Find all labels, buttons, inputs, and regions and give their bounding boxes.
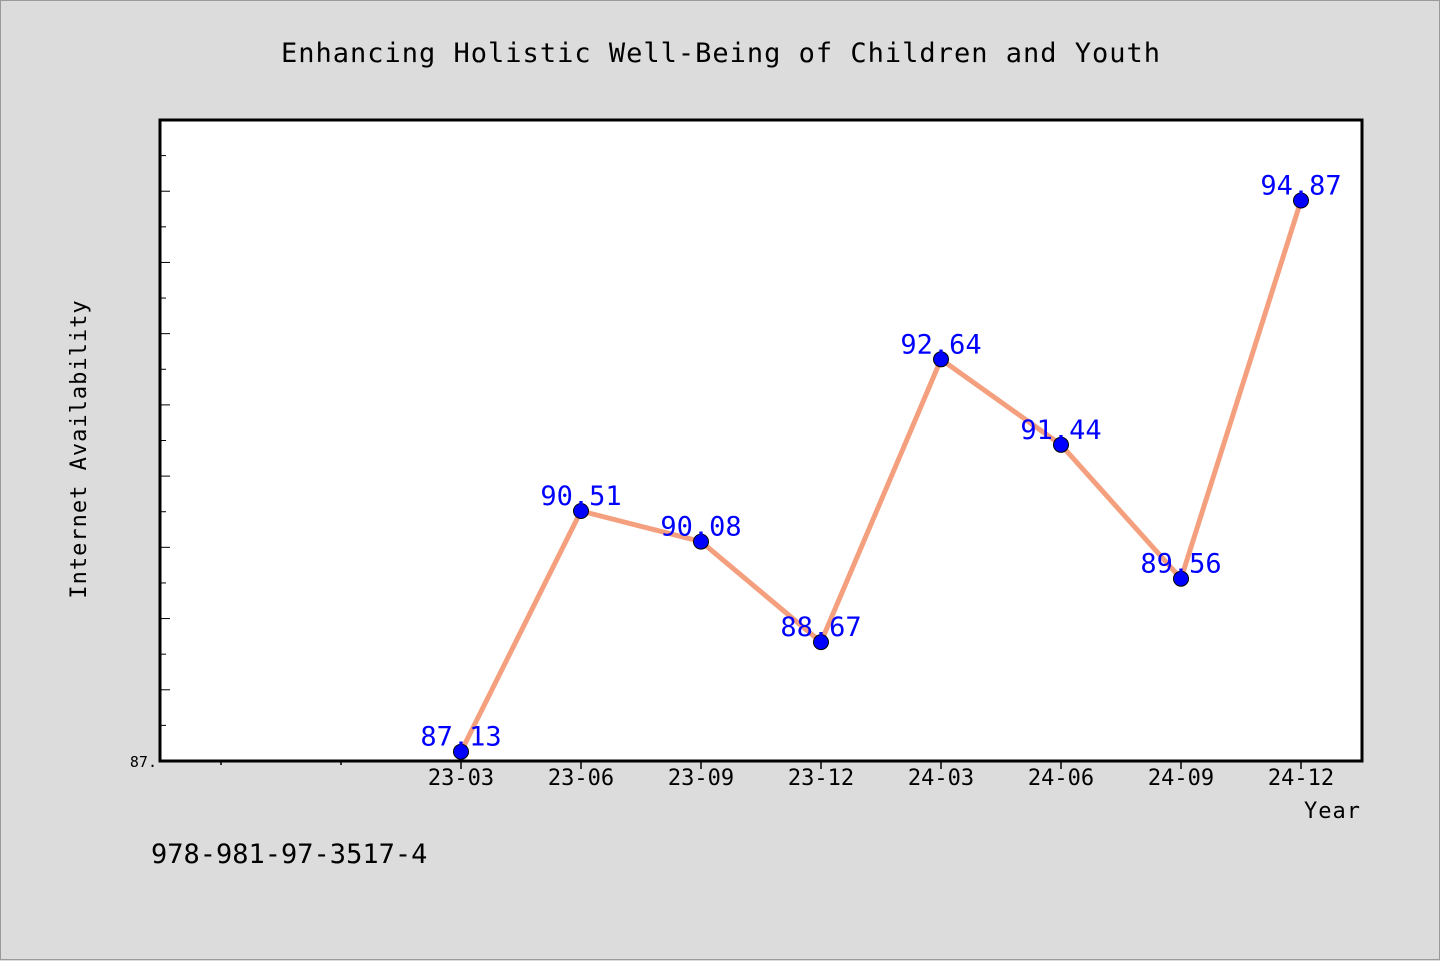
data-label: 87.13 bbox=[420, 722, 501, 753]
x-tick-label: 24-09 bbox=[1148, 766, 1214, 791]
data-label: 89.56 bbox=[1140, 549, 1221, 580]
data-label: 92.64 bbox=[900, 329, 981, 360]
data-point bbox=[1293, 192, 1309, 209]
x-tick-label: 23-06 bbox=[548, 766, 614, 791]
x-axis-title: Year bbox=[1304, 799, 1361, 824]
data-label: 90.08 bbox=[660, 512, 741, 543]
data-point bbox=[573, 503, 589, 519]
data-label: 91.44 bbox=[1020, 415, 1101, 446]
data-point bbox=[1173, 570, 1189, 587]
y-tick-label: 87. bbox=[130, 753, 157, 771]
series-line bbox=[458, 199, 1304, 753]
y-axis-ticks bbox=[160, 119, 170, 762]
data-point bbox=[453, 743, 469, 760]
plot-area bbox=[158, 118, 1364, 763]
data-label: 90.51 bbox=[540, 481, 621, 512]
data-point bbox=[693, 533, 709, 550]
x-tick-label: 23-12 bbox=[788, 766, 854, 791]
y-axis-title: Internet Availability bbox=[67, 299, 92, 598]
x-tick-label: 24-06 bbox=[1028, 766, 1094, 791]
x-tick-labels: 23-03 23-06 23-09 23-12 24-03 24-06 24-09 24-12 bbox=[428, 766, 1334, 791]
data-label: 88.67 bbox=[780, 612, 861, 643]
x-tick-label: 23-09 bbox=[668, 766, 734, 791]
isbn-footer: 978-981-97-3517-4 bbox=[151, 839, 427, 870]
x-tick-label: 23-03 bbox=[428, 766, 494, 791]
data-markers bbox=[453, 192, 1309, 760]
data-point bbox=[813, 634, 829, 651]
x-tick-label: 24-12 bbox=[1268, 766, 1334, 791]
data-label: 94.87 bbox=[1260, 171, 1341, 202]
x-tick-label: 24-03 bbox=[908, 766, 974, 791]
x-axis-ticks bbox=[220, 761, 1302, 769]
chart-title: Enhancing Holistic Well-Being of Childre… bbox=[281, 38, 1161, 69]
data-labels: 87.13 90.51 90.08 88.67 92.64 91.44 89.56 94.87 bbox=[420, 171, 1341, 753]
data-point bbox=[1053, 436, 1069, 453]
data-point bbox=[933, 351, 949, 368]
